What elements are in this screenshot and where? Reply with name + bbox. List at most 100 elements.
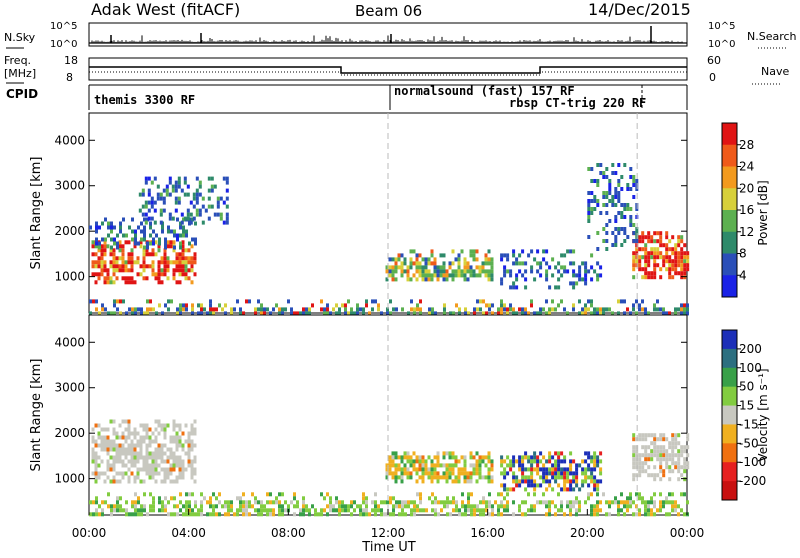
power-cell [611, 171, 615, 175]
velocity-cell [368, 512, 371, 517]
velocity-cell [466, 479, 470, 484]
power-cell [418, 261, 422, 266]
velocity-cell [467, 496, 470, 501]
power-cell [533, 257, 537, 262]
velocity-cell [533, 467, 537, 472]
velocity-cell [566, 479, 570, 484]
power-cell [680, 307, 683, 312]
power-cell [632, 251, 636, 256]
velocity-cell [95, 500, 98, 505]
power-cell [674, 271, 678, 276]
power-cell [134, 229, 137, 234]
velocity-cell [473, 508, 476, 513]
velocity-cell [166, 459, 170, 464]
power-cell [449, 311, 452, 316]
velocity-colorbar-band [722, 424, 737, 444]
velocity-cell [182, 504, 185, 509]
velocity-cell [563, 475, 567, 480]
velocity-cell [653, 500, 656, 505]
power-cell [219, 212, 223, 217]
velocity-cell [163, 435, 167, 440]
power-cell [109, 264, 113, 269]
power-cell [566, 269, 570, 274]
power-cell [472, 273, 476, 278]
velocity-cell [305, 508, 308, 513]
power-cell [632, 303, 635, 308]
power-cell [193, 256, 197, 261]
velocity-cell [674, 508, 677, 513]
velocity-cell [148, 471, 152, 476]
velocity-cell [506, 504, 509, 509]
power-cell [184, 248, 188, 253]
power-cell [605, 175, 609, 179]
nave-trace [89, 71, 687, 76]
velocity-cell [542, 500, 545, 505]
power-cell [182, 225, 185, 230]
velocity-cell [302, 500, 305, 505]
velocity-cell [194, 500, 197, 505]
velocity-cell [448, 467, 452, 472]
velocity-cell [311, 504, 314, 509]
velocity-cell [178, 423, 182, 428]
power-cell [518, 253, 522, 258]
velocity-cell [557, 467, 561, 472]
velocity-cell [125, 512, 128, 517]
velocity-cell [151, 455, 155, 460]
velocity-cell [563, 512, 566, 517]
velocity-cell [451, 463, 455, 468]
velocity-cell [668, 469, 672, 474]
power-cell [263, 311, 266, 316]
power-cell [178, 272, 182, 277]
velocity-cell [107, 492, 110, 497]
power-cell [644, 263, 648, 268]
power-cell [662, 259, 666, 264]
velocity-cell [521, 467, 525, 472]
velocity-cell [118, 471, 122, 476]
velocity-cell [94, 475, 98, 480]
power-cell [224, 303, 227, 308]
power-cell [680, 271, 684, 276]
power-cell [161, 225, 164, 230]
power-cell [487, 273, 491, 278]
velocity-cell [269, 508, 272, 513]
velocity-cell [109, 439, 113, 444]
velocity-cell [116, 508, 119, 513]
velocity-cell [275, 500, 278, 505]
power-cell [611, 163, 615, 167]
power-cell [225, 212, 229, 217]
power-cell [213, 212, 217, 217]
power-cell [614, 243, 618, 247]
velocity-cell [169, 435, 173, 440]
power-cell [168, 180, 172, 185]
power-cell [623, 239, 627, 243]
power-cell [602, 239, 606, 243]
power-cell [151, 252, 155, 257]
power-cell [406, 277, 410, 282]
velocity-cell [461, 500, 464, 505]
power-cell [167, 307, 170, 312]
power-cell [680, 255, 684, 260]
velocity-cell [512, 475, 516, 480]
power-cell [662, 263, 666, 268]
velocity-cell [430, 475, 434, 480]
velocity-cell [644, 504, 647, 509]
power-cell [144, 204, 148, 209]
velocity-cell [557, 492, 560, 497]
power-cell [162, 196, 166, 201]
velocity-cell [596, 455, 600, 460]
power-cell [154, 240, 158, 245]
power-cell [103, 252, 107, 257]
velocity-cell [487, 451, 491, 456]
velocity-cell [97, 471, 101, 476]
velocity-cell [139, 447, 143, 452]
velocity-cell [133, 463, 137, 468]
velocity-cell [266, 512, 269, 517]
velocity-cell [94, 443, 98, 448]
power-cell [647, 231, 651, 236]
power-cell [512, 311, 515, 316]
velocity-cell [469, 471, 473, 476]
velocity-cell [569, 508, 572, 513]
velocity-cell [148, 443, 152, 448]
power-cell [644, 235, 648, 240]
power-cell [144, 176, 148, 181]
